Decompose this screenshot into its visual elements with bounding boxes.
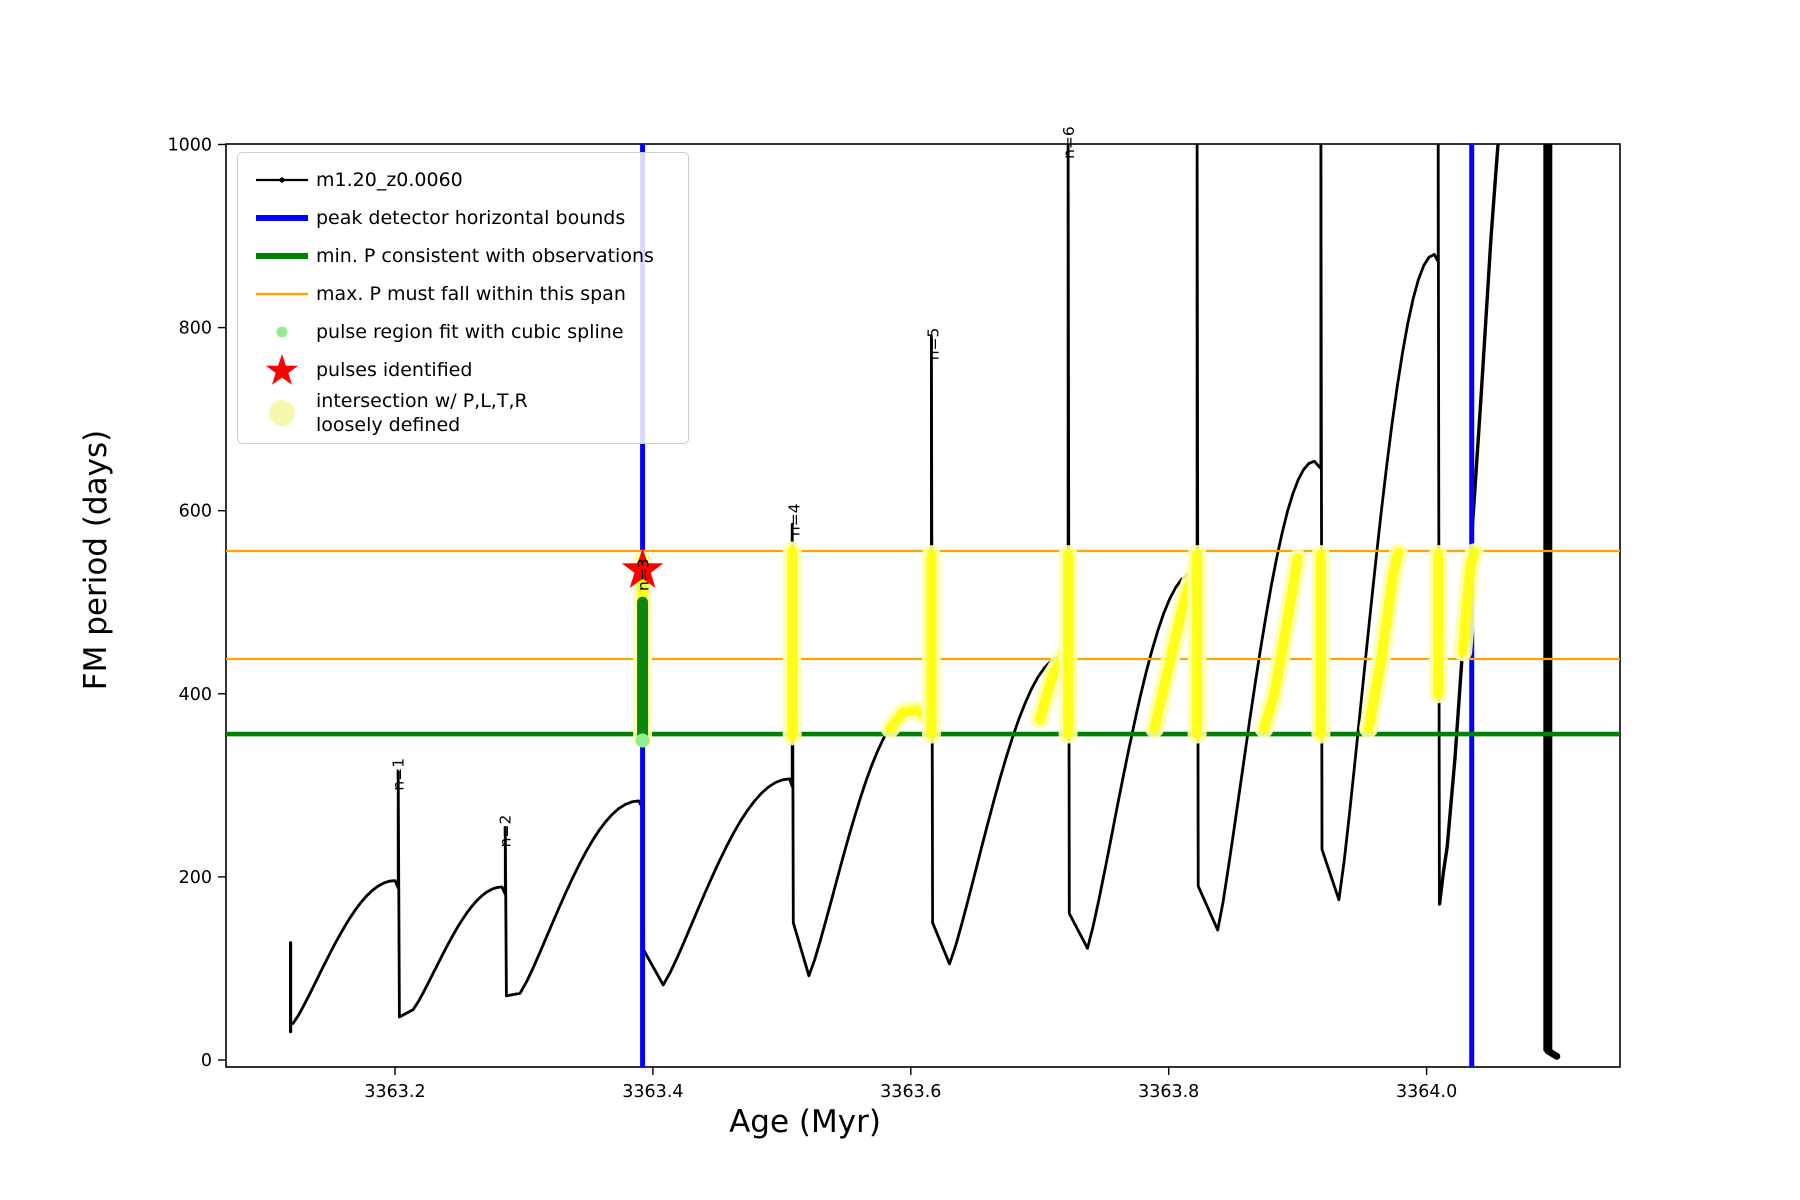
x-tick-label: 3363.4 xyxy=(622,1082,683,1102)
pulse-count-label: n=2 xyxy=(496,815,514,848)
legend-marker-thick-line-icon xyxy=(256,215,308,221)
y-tick-label: 800 xyxy=(179,319,212,339)
legend-label: pulses identified xyxy=(316,359,473,381)
legend-entry: m1.20_z0.0060 xyxy=(248,161,678,199)
y-tick-label: 1000 xyxy=(167,136,212,156)
y-tick-label: 0 xyxy=(201,1051,212,1071)
legend-marker-line-dot-icon xyxy=(256,177,308,183)
legend-marker xyxy=(248,394,316,432)
legend-entry: peak detector horizontal bounds xyxy=(248,199,678,237)
intersection-marks xyxy=(1363,547,1404,734)
model-curve xyxy=(291,144,1441,1025)
legend-label: intersection w/ P,L,T,R loosely defined xyxy=(316,390,528,436)
legend-marker xyxy=(248,199,316,237)
x-axis-label: Age (Myr) xyxy=(729,1104,881,1140)
legend-marker-thick-line-icon xyxy=(256,253,308,259)
legend-marker-thin-line-icon xyxy=(256,292,308,296)
x-tick-label: 3363.6 xyxy=(880,1082,941,1102)
legend-entry: pulse region fit with cubic spline xyxy=(248,313,678,351)
legend-label: pulse region fit with cubic spline xyxy=(316,321,624,343)
model-curve-final-rise xyxy=(1437,144,1500,905)
legend-marker xyxy=(248,351,316,389)
y-tick-label: 600 xyxy=(179,502,212,522)
pulse-count-label: n=4 xyxy=(785,503,803,536)
spline-seed-dot xyxy=(635,733,650,748)
legend-label: m1.20_z0.0060 xyxy=(316,169,463,191)
y-axis-label: FM period (days) xyxy=(78,429,114,691)
legend-marker-dot-small-icon xyxy=(276,326,288,338)
x-tick-label: 3363.8 xyxy=(1138,1082,1199,1102)
legend-entry: max. P must fall within this span xyxy=(248,275,678,313)
intersection-marks xyxy=(1457,547,1480,657)
pulse-count-label: n=6 xyxy=(1060,126,1078,159)
legend-marker-star-icon xyxy=(265,354,299,385)
pulse-count-label: n=1 xyxy=(389,758,407,791)
legend-entry: intersection w/ P,L,T,R loosely defined xyxy=(248,389,678,437)
pulse-count-label: n=5 xyxy=(925,328,943,361)
legend-label: min. P consistent with observations xyxy=(316,245,654,267)
intersection-marks xyxy=(1259,553,1303,734)
legend-entry: pulses identified xyxy=(248,351,678,389)
x-tick-label: 3363.2 xyxy=(364,1082,425,1102)
legend-marker xyxy=(248,161,316,199)
plot-contents xyxy=(226,144,1620,1067)
legend-label: max. P must fall within this span xyxy=(316,283,626,305)
intersection-marks xyxy=(1149,569,1199,734)
pulse-star xyxy=(621,548,664,588)
pulse-count-label: n=3 xyxy=(634,558,652,591)
model-curve-final-band-foot xyxy=(1544,1047,1561,1060)
legend-marker xyxy=(248,275,316,313)
y-tick-label: 200 xyxy=(179,868,212,888)
y-tick-label: 400 xyxy=(179,685,212,705)
legend-entry: min. P consistent with observations xyxy=(248,237,678,275)
axes-spines xyxy=(225,143,1621,1068)
legend-marker xyxy=(248,237,316,275)
legend-marker xyxy=(248,313,316,351)
legend-marker-dot-large-icon xyxy=(269,400,295,426)
x-tick-label: 3364.0 xyxy=(1396,1082,1457,1102)
legend-label: peak detector horizontal bounds xyxy=(316,207,626,229)
